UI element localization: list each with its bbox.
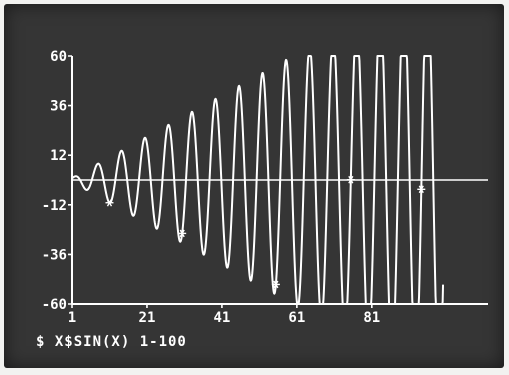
y-tick-label: 36	[50, 99, 67, 115]
y-tick-label: 12	[50, 148, 67, 164]
y-tick-label: -36	[42, 247, 67, 263]
x-tick-labels: 1 21 41 61 81	[68, 310, 380, 326]
x-tick-label: 1	[68, 310, 76, 326]
crt-screen: 60 36 12 -12 -36 -60 1 21 41 61 81 $ X$SIN(X) 1-1…	[4, 4, 504, 368]
trough-marker	[418, 185, 424, 194]
trough-marker	[179, 229, 185, 238]
x-tick-label: 81	[363, 310, 380, 326]
series-group	[71, 55, 445, 305]
x-tick-label: 41	[213, 310, 230, 326]
function-caption: $ X$SIN(X) 1-100	[36, 334, 187, 350]
series-line	[71, 55, 445, 305]
y-tick-label: 60	[50, 49, 67, 65]
y-tick-label: -60	[42, 297, 67, 313]
trough-marker	[106, 198, 113, 207]
y-tick-label: -12	[42, 198, 67, 214]
x-tick-label: 61	[288, 310, 305, 326]
trough-marker	[348, 175, 354, 184]
x-tick-label: 21	[139, 310, 156, 326]
y-tick-labels: 60 36 12 -12 -36 -60	[42, 49, 67, 313]
trough-marker	[273, 280, 279, 289]
line-plot: 60 36 12 -12 -36 -60 1 21 41 61 81	[42, 49, 488, 326]
axes	[68, 55, 488, 308]
